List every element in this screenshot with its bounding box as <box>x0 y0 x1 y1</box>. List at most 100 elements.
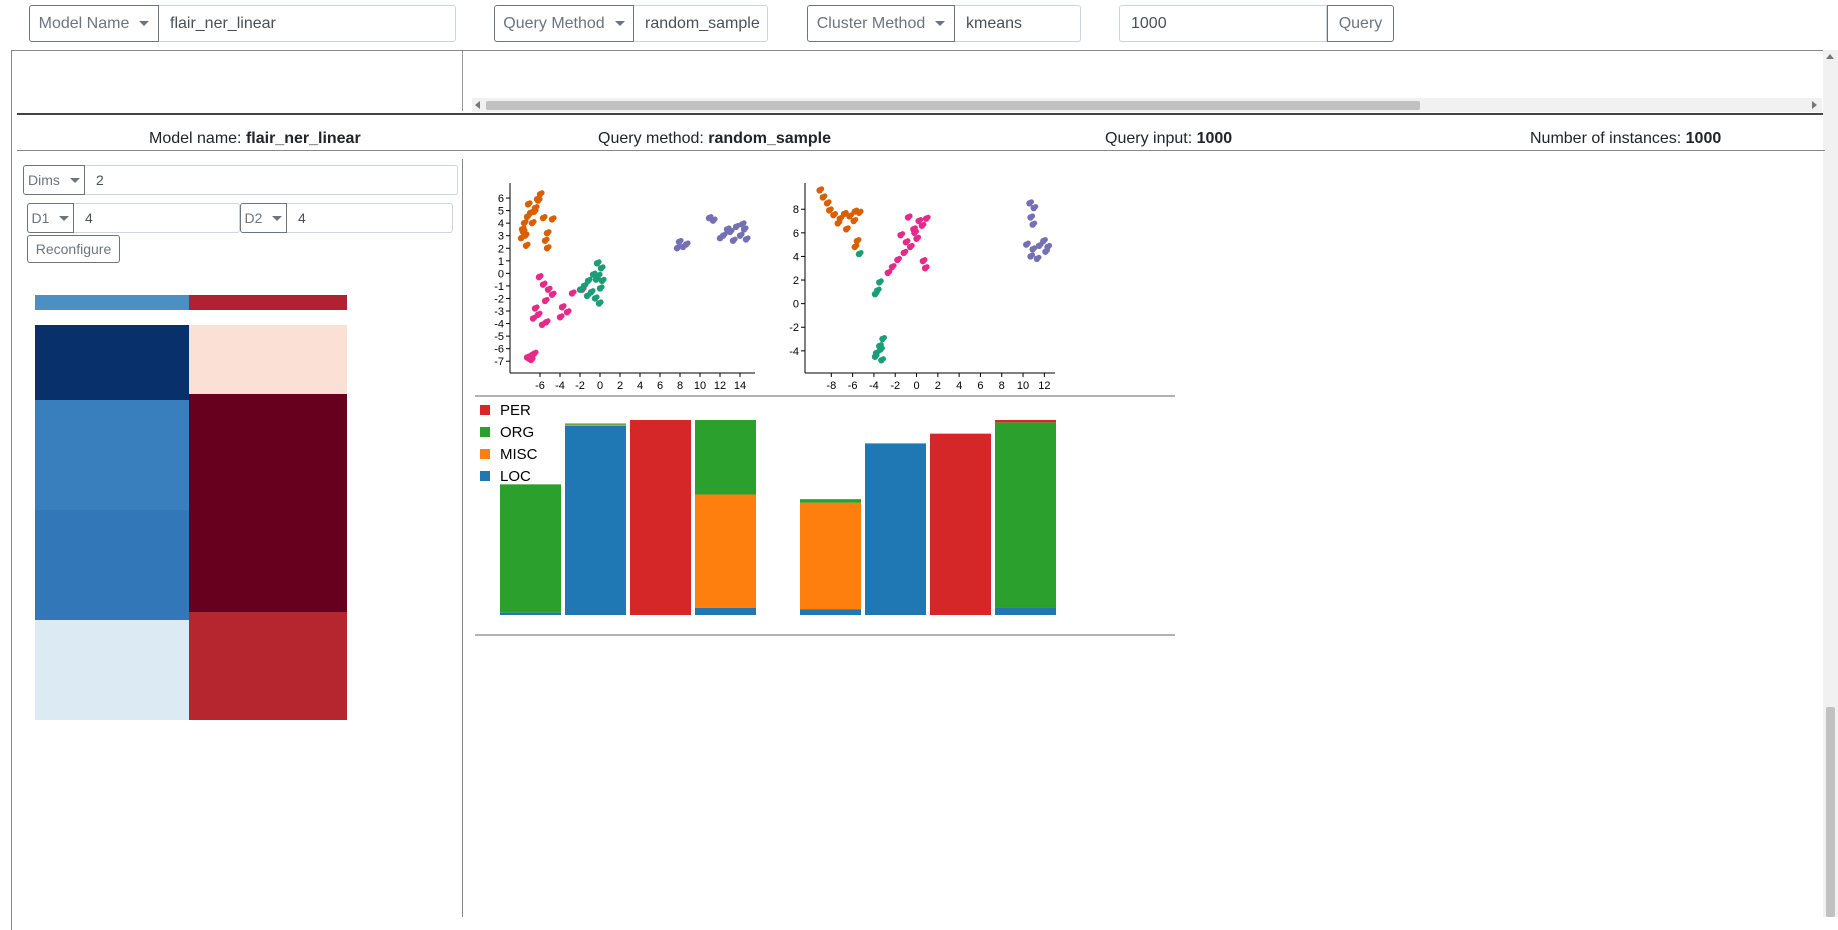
scatter-point <box>899 231 906 237</box>
scatter-point <box>818 186 825 192</box>
legend-label: LOC <box>500 468 531 485</box>
bar-segment-org <box>565 423 626 425</box>
scatter-point <box>745 235 751 241</box>
chevron-down-icon <box>59 215 70 221</box>
y-tick-label: 3 <box>498 231 504 243</box>
x-tick-label: 2 <box>617 380 623 392</box>
reconfigure-button[interactable]: Reconfigure <box>27 235 120 263</box>
stacked-bar-chart: PER ORG MISC LOC <box>480 402 1056 615</box>
scatter-point <box>533 349 539 355</box>
y-tick-label: 6 <box>793 228 799 240</box>
query-button[interactable]: Query <box>1327 5 1394 42</box>
d1-dropdown[interactable]: D1 <box>27 203 74 233</box>
query-method-dropdown[interactable]: Query Method <box>494 5 634 42</box>
scrollbar-thumb-vertical[interactable] <box>1826 707 1835 917</box>
scatter-point <box>887 268 893 275</box>
scatter-point <box>905 238 911 244</box>
dims-input[interactable]: 2 <box>85 165 458 195</box>
scatter-point <box>542 280 548 286</box>
legend-swatch <box>480 471 490 481</box>
y-tick-label: -4 <box>789 346 799 358</box>
scatter-point <box>678 237 684 244</box>
scatter-point <box>531 219 537 225</box>
scatter-point <box>822 193 828 199</box>
scatter-point <box>544 296 550 303</box>
x-tick-label: 10 <box>1017 380 1029 392</box>
scatter-point <box>1046 242 1053 249</box>
bar-segment-loc <box>500 612 561 615</box>
scatter-point <box>858 208 864 214</box>
chevron-down-icon <box>272 215 283 221</box>
scroll-right-arrow[interactable] <box>1812 101 1817 109</box>
query-method-input[interactable]: random_sample <box>634 5 768 42</box>
y-tick-label: -1 <box>494 281 504 293</box>
scatter-point <box>903 248 909 254</box>
scatter-point <box>1029 252 1036 258</box>
d2-dropdown[interactable]: D2 <box>240 203 287 233</box>
scatter-point <box>1042 237 1048 243</box>
x-tick-label: 0 <box>597 380 603 392</box>
cluster-method-dropdown[interactable]: Cluster Method <box>807 5 955 42</box>
scatter-point <box>545 318 551 324</box>
scatter-point <box>874 290 880 296</box>
model-name-input[interactable]: flair_ner_linear <box>159 5 456 42</box>
scatter-point <box>579 285 585 291</box>
bar-segment-org <box>500 484 561 613</box>
x-tick-label: -4 <box>869 380 879 392</box>
bar-segment-loc <box>565 425 626 615</box>
scatter-point <box>539 190 545 196</box>
summary-model-label: Model name: <box>149 130 242 147</box>
horizontal-scrollbar[interactable] <box>472 98 1822 112</box>
scatter-point <box>909 242 915 249</box>
scatter-point <box>546 244 552 250</box>
scatter-point <box>726 225 732 231</box>
scatter-point <box>527 200 533 206</box>
scatter-point <box>533 207 539 213</box>
scatter-point <box>1032 220 1038 226</box>
model-name-dropdown[interactable]: Model Name <box>29 5 159 42</box>
d1-input[interactable]: 4 <box>74 203 240 233</box>
scatter-point <box>571 289 577 295</box>
bar-segment-misc <box>800 502 861 610</box>
scatter-point <box>858 249 864 256</box>
bar-segment-org <box>800 499 861 503</box>
x-tick-label: 12 <box>1038 380 1050 392</box>
y-tick-label: -4 <box>494 319 504 331</box>
y-tick-label: 5 <box>498 206 504 218</box>
heatmap-cell <box>189 612 347 720</box>
scatter-point <box>1036 254 1042 260</box>
y-tick-label: 2 <box>793 275 799 287</box>
cluster-method-input[interactable]: kmeans <box>955 5 1081 42</box>
d2-label: D2 <box>244 210 263 226</box>
scatter-point <box>921 221 927 227</box>
scatter-point <box>561 303 567 309</box>
scatter-point <box>544 236 550 242</box>
upper-divider <box>462 51 463 111</box>
scatter-point <box>874 352 880 358</box>
d2-input[interactable]: 4 <box>287 203 453 233</box>
scatter-point <box>590 288 596 294</box>
scatter-point <box>837 219 843 225</box>
scatter-point <box>1028 199 1035 205</box>
scatter-point <box>676 244 682 250</box>
scatter-point <box>913 228 919 234</box>
scrollbar-thumb[interactable] <box>486 101 1420 110</box>
y-tick-label: 2 <box>498 243 504 255</box>
scatter-point <box>596 259 602 265</box>
scroll-left-arrow[interactable] <box>475 101 480 109</box>
scatter-point <box>594 294 600 300</box>
vertical-scrollbar[interactable] <box>1823 50 1838 917</box>
y-tick-label: 1 <box>498 256 504 268</box>
scatter-point <box>722 231 728 237</box>
x-tick-label: 8 <box>677 380 683 392</box>
main-panel <box>11 50 1825 930</box>
scatter-point <box>551 215 557 221</box>
scroll-up-arrow[interactable] <box>1826 54 1834 59</box>
x-tick-label: 4 <box>637 380 643 392</box>
y-tick-label: -5 <box>494 331 504 343</box>
legend-label: ORG <box>500 424 534 441</box>
bar-segment-per <box>630 420 691 615</box>
dims-dropdown[interactable]: Dims <box>23 165 85 195</box>
query-input[interactable]: 1000 <box>1119 5 1327 42</box>
scatter-point <box>530 355 536 362</box>
